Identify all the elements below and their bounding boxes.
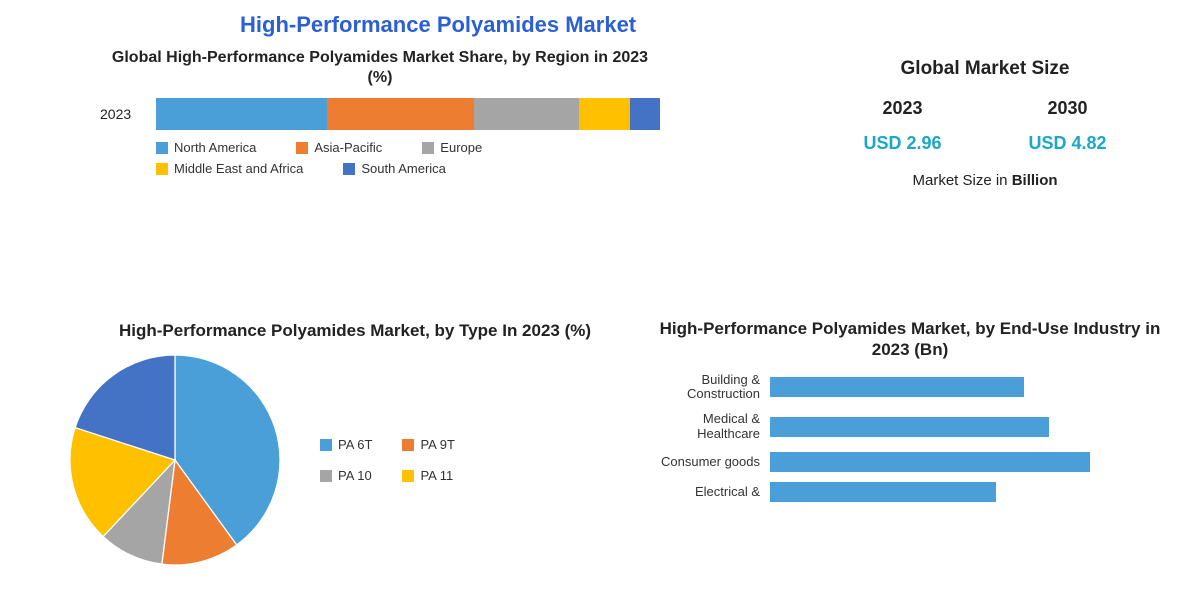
legend-label: Middle East and Africa — [174, 161, 303, 176]
legend-item: Asia-Pacific — [296, 140, 382, 155]
market-size-footnote-prefix: Market Size in — [912, 172, 1011, 189]
legend-label: Asia-Pacific — [314, 140, 382, 155]
market-size-col-2030: 2030 USD 4.82 — [1003, 98, 1133, 154]
legend-swatch — [320, 439, 332, 451]
hbar-track — [770, 452, 1180, 472]
legend-label: PA 10 — [338, 468, 372, 483]
stacked-segment — [630, 98, 660, 130]
enduse-chart-title: High-Performance Polyamides Market, by E… — [640, 318, 1180, 361]
market-size-panel: Global Market Size 2023 USD 2.96 2030 US… — [820, 58, 1150, 189]
legend-label: Europe — [440, 140, 482, 155]
legend-swatch — [402, 439, 414, 451]
stacked-segment — [156, 98, 327, 130]
legend-item: Europe — [422, 140, 482, 155]
legend-swatch — [402, 470, 414, 482]
market-size-footnote-bold: Billion — [1012, 172, 1058, 189]
hbar-label: Medical & Healthcare — [640, 412, 770, 442]
pie-svg — [70, 355, 280, 565]
legend-label: South America — [361, 161, 446, 176]
hbar-fill — [770, 482, 996, 502]
market-size-footnote: Market Size in Billion — [820, 172, 1150, 189]
market-size-value-2023: USD 2.96 — [838, 133, 968, 154]
enduse-bar-chart: High-Performance Polyamides Market, by E… — [640, 318, 1180, 512]
legend-item: PA 11 — [402, 468, 454, 483]
market-size-col-2023: 2023 USD 2.96 — [838, 98, 968, 154]
pie-holder — [70, 355, 280, 565]
market-size-year-2030: 2030 — [1003, 98, 1133, 119]
legend-label: PA 6T — [338, 437, 372, 452]
hbar-row: Consumer goods — [640, 452, 1180, 472]
legend-label: PA 9T — [420, 437, 454, 452]
enduse-rows: Building & Construction Medical & Healthc… — [640, 373, 1180, 503]
legend-swatch — [422, 142, 434, 154]
region-chart-title: Global High-Performance Polyamides Marke… — [100, 48, 660, 88]
legend-item: North America — [156, 140, 256, 155]
hbar-fill — [770, 417, 1049, 437]
stacked-bar — [156, 98, 660, 130]
legend-label: PA 11 — [420, 468, 453, 483]
type-pie-chart: High-Performance Polyamides Market, by T… — [70, 320, 640, 565]
region-share-chart: Global High-Performance Polyamides Marke… — [100, 48, 660, 176]
hbar-row: Building & Construction — [640, 373, 1180, 403]
stacked-segment — [579, 98, 629, 130]
hbar-track — [770, 482, 1180, 502]
legend-item: PA 10 — [320, 468, 372, 483]
region-legend: North America Asia-Pacific Europe Middle Ea… — [100, 140, 660, 176]
legend-item: South America — [343, 161, 446, 176]
pie-legend: PA 6T PA 9T PA 10 PA 11 — [320, 437, 455, 483]
legend-swatch — [296, 142, 308, 154]
legend-swatch — [343, 163, 355, 175]
hbar-track — [770, 377, 1180, 397]
stacked-bar-row: 2023 — [100, 98, 660, 130]
legend-item: PA 6T — [320, 437, 372, 452]
hbar-row: Medical & Healthcare — [640, 412, 1180, 442]
legend-swatch — [156, 163, 168, 175]
hbar-label: Consumer goods — [640, 455, 770, 470]
legend-swatch — [156, 142, 168, 154]
hbar-label: Building & Construction — [640, 373, 770, 403]
legend-swatch — [320, 470, 332, 482]
legend-item: PA 9T — [402, 437, 454, 452]
hbar-track — [770, 417, 1180, 437]
stacked-bar-year-label: 2023 — [100, 106, 156, 122]
hbar-fill — [770, 377, 1024, 397]
market-size-value-2030: USD 4.82 — [1003, 133, 1133, 154]
stacked-segment — [327, 98, 473, 130]
market-size-title: Global Market Size — [820, 58, 1150, 80]
hbar-row: Electrical & — [640, 482, 1180, 502]
pie-chart-title: High-Performance Polyamides Market, by T… — [70, 320, 640, 341]
hbar-fill — [770, 452, 1090, 472]
stacked-segment — [474, 98, 580, 130]
legend-label: North America — [174, 140, 256, 155]
market-size-year-2023: 2023 — [838, 98, 968, 119]
main-title: High-Performance Polyamides Market — [240, 12, 636, 38]
hbar-label: Electrical & — [640, 485, 770, 500]
legend-item: Middle East and Africa — [156, 161, 303, 176]
